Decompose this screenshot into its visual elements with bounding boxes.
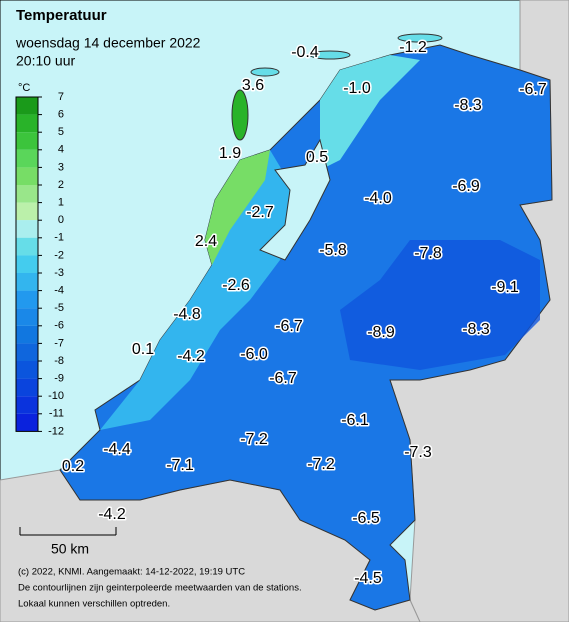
station-temperature: -6.0 [240,346,268,363]
station-temperature: -7.2 [307,456,335,473]
station-temperature: 1.9 [219,145,241,162]
island [397,33,443,43]
time: 20:10 uur [16,53,75,69]
station-temperature: -2.7 [246,204,274,221]
legend-tick-label: -6 [54,320,64,332]
legend-swatch [16,343,38,361]
island [309,50,351,60]
station-temperature: -4.0 [364,190,392,207]
station-temperature: -4.5 [354,570,382,587]
station-temperature: -6.7 [519,81,547,98]
ijsselmeer [259,138,331,261]
legend-tick-label: 3 [58,161,64,173]
legend-tick-label: -12 [48,425,64,437]
station-temperature: -7.3 [404,444,432,461]
legend-tick-label: -2 [54,249,64,261]
legend-tick-label: -4 [54,285,64,297]
legend-tick-label: 6 [58,109,64,121]
station-temperature: -5.8 [319,242,347,259]
legend-swatch [16,185,38,203]
station-temperature: 2.4 [195,233,217,250]
legend-swatch [16,361,38,379]
legend-swatch [16,97,38,115]
scale-label: 50 km [51,541,89,557]
title: Temperatuur [16,7,107,24]
station-temperature: 0.5 [306,149,328,166]
region-mild [100,150,300,430]
station-temperature: 0.2 [62,458,84,475]
legend-swatch [16,290,38,309]
legend-swatch [16,413,38,432]
region-coast [205,150,270,265]
legend-tick-label: 7 [58,91,64,103]
station-temperature: -6.7 [275,318,303,335]
legend-swatch [16,396,38,414]
legend-tick-label: -10 [48,390,64,402]
legend-tick-label: -9 [54,373,64,385]
station-temperature: -7.1 [166,457,194,474]
station-temperature: -6.5 [352,510,380,527]
legend-swatch [16,167,38,185]
station-temperature: -9.1 [491,279,519,296]
station-temperature: -4.4 [103,441,131,458]
legend-tick-label: -1 [54,232,64,244]
station-temperature: -8.3 [454,97,482,114]
station-temperature: -7.2 [240,431,268,448]
legend-swatch [16,325,38,344]
station-temperature: -0.4 [291,44,319,61]
legend-swatch [16,273,38,291]
date: woensdag 14 december 2022 [15,35,201,51]
legend-swatch [16,378,38,397]
texel [231,89,249,141]
legend-tick-label: -8 [54,355,64,367]
station-temperature: -2.6 [222,277,250,294]
legend-swatch [16,114,38,133]
station-temperature: -6.1 [341,412,369,429]
station-temperature: -6.7 [269,370,297,387]
station-temperature: -4.8 [173,306,201,323]
legend-unit: °C [18,82,30,94]
legend-tick-label: -5 [54,302,64,314]
station-temperature: -4.2 [98,506,126,523]
legend-swatch [16,132,38,150]
station-temperature: -1.0 [343,80,371,97]
legend-tick-label: -3 [54,267,64,279]
station-temperature: -7.8 [414,245,442,262]
legend-swatch [16,308,38,326]
region-cold [340,240,540,370]
legend-tick-label: -7 [54,337,64,349]
legend-tick-label: 1 [58,197,64,209]
legend-tick-label: 4 [58,144,64,156]
legend-frame [15,96,39,432]
legend-tick-label: -11 [49,408,64,420]
station-temperature: -8.9 [367,324,395,341]
station-temperature: 3.6 [242,77,264,94]
footer-line: (c) 2022, KNMI. Aangemaakt: 14-12-2022, … [18,567,245,578]
footer-line: De contourlijnen zijn geinterpoleerde me… [18,583,302,594]
region-north [320,55,420,170]
legend-swatch [16,202,38,221]
station-temperature: -4.2 [177,348,205,365]
legend-swatch [16,237,38,256]
station-temperature: -8.3 [462,321,490,338]
legend-swatch [16,220,38,238]
legend-swatch [16,149,38,168]
footer-line: Lokaal kunnen verschillen optreden. [18,599,170,610]
legend-swatch [16,255,38,273]
legend-tick-label: 2 [58,179,64,191]
station-temperature: 0.1 [132,341,154,358]
station-temperature: -6.9 [452,178,480,195]
legend-tick-label: 0 [58,214,64,226]
island [250,67,280,77]
legend-tick-label: 5 [58,126,64,138]
station-temperature: -1.2 [399,39,427,56]
